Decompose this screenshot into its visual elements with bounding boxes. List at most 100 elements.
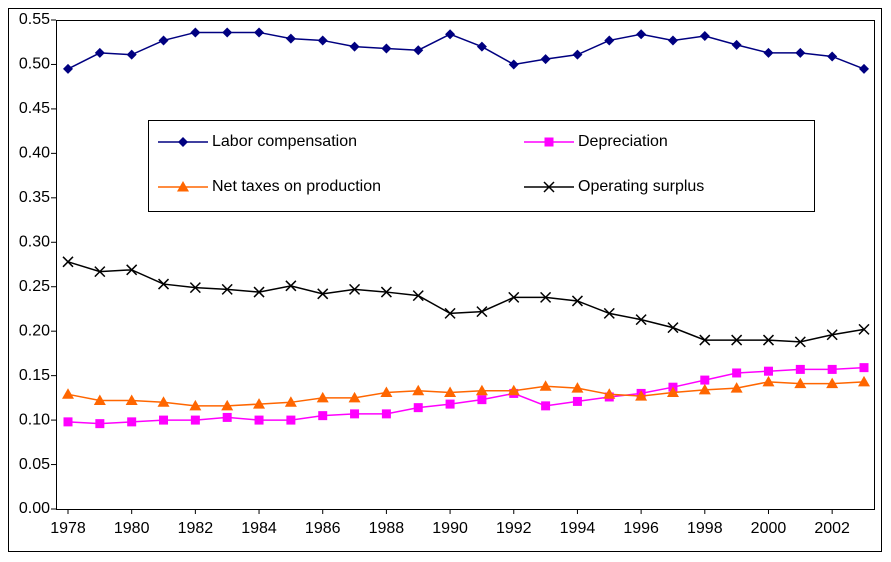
marker — [539, 380, 552, 391]
marker — [63, 63, 73, 74]
x-tick-label: 1992 — [496, 520, 532, 537]
marker — [731, 39, 742, 50]
marker — [476, 306, 488, 318]
marker — [318, 411, 328, 421]
x-tick-label: 1990 — [432, 520, 468, 537]
marker — [508, 59, 519, 70]
marker — [444, 386, 457, 398]
y-tick-label: 0.15 — [19, 367, 50, 384]
legend-marker — [544, 137, 554, 147]
marker — [349, 41, 360, 52]
plot-area — [56, 20, 875, 510]
marker — [826, 377, 839, 389]
marker — [826, 329, 838, 341]
marker — [635, 314, 647, 326]
marker — [507, 384, 520, 396]
marker — [349, 283, 361, 295]
marker — [253, 286, 265, 298]
marker — [698, 383, 711, 395]
y-tick-label: 0.00 — [19, 500, 50, 517]
y-tick-label: 0.25 — [19, 278, 50, 295]
marker — [635, 390, 648, 401]
marker — [700, 375, 710, 385]
y-tick-label: 0.55 — [19, 11, 50, 28]
marker — [603, 388, 616, 399]
x-tick-label: 1994 — [560, 520, 596, 537]
y-tick-label: 0.30 — [19, 233, 50, 250]
y-tick-label: 0.10 — [19, 411, 50, 428]
marker — [157, 278, 170, 290]
marker — [127, 417, 137, 427]
marker — [189, 399, 202, 411]
marker — [380, 286, 392, 298]
marker — [254, 415, 264, 425]
y-tick-label: 0.45 — [19, 100, 50, 117]
x-tick-label: 1980 — [114, 520, 150, 537]
marker — [317, 35, 328, 46]
marker — [763, 47, 774, 58]
y-tick-label: 0.50 — [19, 56, 50, 73]
x-tick-label: 1996 — [623, 520, 659, 537]
y-tick-label: 0.05 — [19, 456, 50, 473]
marker — [221, 399, 234, 411]
marker — [571, 382, 584, 393]
marker — [540, 291, 552, 303]
x-tick-label: 1988 — [369, 520, 405, 537]
marker — [572, 396, 582, 406]
marker — [412, 384, 425, 396]
marker — [732, 368, 742, 378]
marker — [762, 375, 775, 387]
marker — [94, 266, 106, 278]
marker — [93, 394, 106, 406]
marker — [827, 364, 837, 374]
legend-marker — [543, 181, 555, 193]
marker — [62, 388, 74, 399]
marker — [350, 409, 360, 419]
legend-marker — [178, 137, 188, 147]
series-line — [67, 261, 865, 343]
legend-marker — [177, 181, 189, 192]
x-tick-label: 2000 — [751, 520, 787, 537]
x-tick-label: 1978 — [50, 520, 86, 537]
marker — [603, 307, 615, 319]
marker — [316, 391, 329, 403]
marker — [827, 51, 838, 62]
marker — [63, 417, 73, 427]
marker — [381, 43, 392, 54]
marker — [380, 386, 393, 398]
marker — [125, 394, 138, 406]
marker — [667, 35, 678, 46]
marker — [222, 412, 232, 422]
x-tick-label: 1986 — [305, 520, 341, 537]
x-tick-label: 1984 — [241, 520, 277, 537]
marker — [445, 399, 455, 409]
marker — [95, 419, 105, 429]
x-tick-label: 1998 — [687, 520, 723, 537]
marker — [157, 396, 170, 407]
marker — [126, 49, 137, 60]
legend-label: Depreciation — [578, 133, 668, 150]
marker — [762, 334, 775, 346]
marker — [699, 334, 711, 346]
marker — [731, 334, 743, 346]
marker — [444, 307, 456, 319]
marker — [541, 401, 551, 411]
marker — [636, 29, 647, 40]
marker — [572, 49, 583, 60]
marker — [794, 377, 807, 389]
marker — [94, 47, 105, 58]
marker — [222, 27, 233, 38]
y-tick-label: 0.35 — [19, 189, 50, 206]
marker — [254, 27, 265, 38]
marker — [858, 323, 870, 335]
marker — [666, 386, 679, 398]
y-tick-label: 0.20 — [19, 322, 50, 339]
marker — [221, 283, 233, 295]
marker — [508, 291, 520, 303]
marker — [285, 33, 296, 44]
x-tick-label: 2002 — [814, 520, 850, 537]
marker — [190, 27, 201, 38]
marker — [476, 41, 487, 52]
marker — [571, 295, 583, 307]
